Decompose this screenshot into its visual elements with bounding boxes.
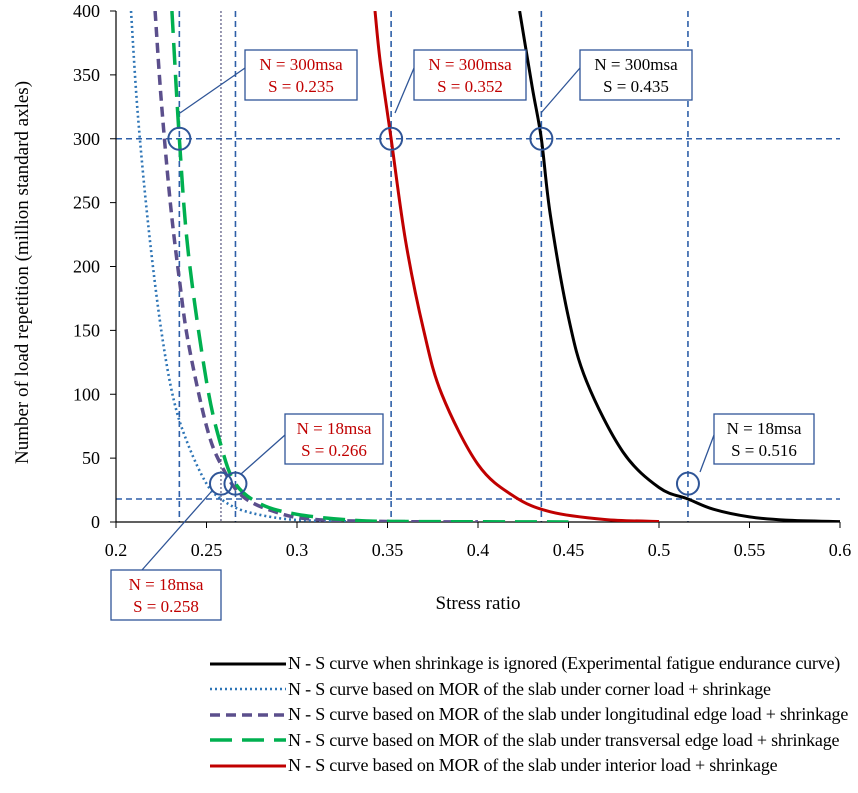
x-tick-label: 0.45 [553, 540, 585, 560]
legend-swatch [210, 687, 286, 691]
y-tick-label: 150 [73, 320, 100, 340]
annotation-marker-circle [529, 126, 554, 151]
annotation-marker-circle [223, 471, 248, 496]
annotation-leader-line [179, 67, 246, 114]
annotation-label-n: N = 18msa [129, 575, 204, 594]
x-tick-label: 0.6 [829, 540, 852, 560]
legend-item: N - S curve based on MOR of the slab und… [208, 702, 858, 728]
annotation-box [579, 49, 693, 101]
annotation-label-n: N = 300msa [259, 55, 343, 74]
annotation-box [110, 569, 222, 621]
legend-item: N - S curve when shrinkage is ignored (E… [208, 651, 858, 677]
chart-canvas: 0.2 0.25 0.3 0.35 0.4 0.45 0.5 0.55 0.6 0 50 100 150… [12, 1, 852, 621]
legend-item: N - S curve based on MOR of the slab und… [208, 677, 858, 703]
annotation-label-s: S = 0.258 [133, 597, 199, 616]
annotation-box [413, 49, 527, 101]
annotation-marker-circle [208, 471, 233, 496]
x-tick-label: 0.3 [286, 540, 309, 560]
annotation-box [284, 413, 384, 465]
annotation-label-s: S = 0.516 [731, 441, 797, 460]
annotation-box [244, 49, 358, 101]
annotation-label-s: S = 0.235 [268, 77, 334, 96]
annotation-leader-line [240, 434, 286, 475]
annotation-label-s: S = 0.266 [301, 441, 367, 460]
annotation-label-n: N = 300msa [428, 55, 512, 74]
plot-area: 0.2 0.25 0.3 0.35 0.4 0.45 0.5 0.55 0.6 0 50 100 150… [73, 1, 852, 621]
legend-swatch [210, 662, 286, 666]
y-tick-label: 400 [73, 1, 100, 21]
x-axis-title: Stress ratio [436, 593, 521, 614]
annotation-label-n: N = 18msa [727, 419, 802, 438]
x-tick-label: 0.55 [734, 540, 766, 560]
annotation-leader-line [141, 491, 212, 571]
x-tick-label: 0.2 [105, 540, 128, 560]
legend-item: N - S curve based on MOR of the slab und… [208, 753, 858, 779]
annotation-label-s: S = 0.352 [437, 77, 503, 96]
legend-label: N - S curve based on MOR of the slab und… [288, 755, 778, 776]
annotation-marker-circle [675, 471, 700, 496]
legend-swatch [210, 764, 286, 768]
x-tick-label: 0.5 [648, 540, 671, 560]
annotation-leader-line [394, 67, 415, 114]
annotation-label-s: S = 0.435 [603, 77, 669, 96]
y-tick-label: 200 [73, 257, 100, 277]
series-line-1 [518, 11, 840, 522]
legend-label: N - S curve based on MOR of the slab und… [288, 729, 840, 750]
legend-label: N - S curve based on MOR of the slab und… [288, 704, 849, 725]
legend-label: N - S curve based on MOR of the slab und… [288, 678, 771, 699]
y-tick-label: 50 [82, 448, 100, 468]
annotation-label-n: N = 300msa [594, 55, 678, 74]
y-tick-label: 0 [91, 512, 100, 532]
y-tick-label: 300 [73, 129, 100, 149]
legend: N - S curve when shrinkage is ignored (E… [208, 651, 858, 779]
y-tick-label: 100 [73, 384, 100, 404]
series-line-5 [373, 11, 660, 522]
annotation-leader-line [540, 67, 581, 114]
annotation-marker-circle [379, 126, 404, 151]
legend-swatch [210, 738, 286, 742]
x-tick-label: 0.4 [467, 540, 490, 560]
annotation-marker-circle [167, 126, 192, 151]
y-tick-label: 350 [73, 65, 100, 85]
legend-swatch [210, 713, 286, 717]
y-axis-title: Number of load repetition (million stand… [12, 81, 33, 464]
x-tick-label: 0.25 [191, 540, 223, 560]
annotation-leader-line [699, 434, 715, 473]
y-tick-label: 250 [73, 193, 100, 213]
legend-item: N - S curve based on MOR of the slab und… [208, 728, 858, 754]
annotation-box [713, 413, 815, 465]
legend-label: N - S curve when shrinkage is ignored (E… [288, 653, 841, 674]
annotation-label-n: N = 18msa [297, 419, 372, 438]
x-tick-label: 0.35 [372, 540, 404, 560]
